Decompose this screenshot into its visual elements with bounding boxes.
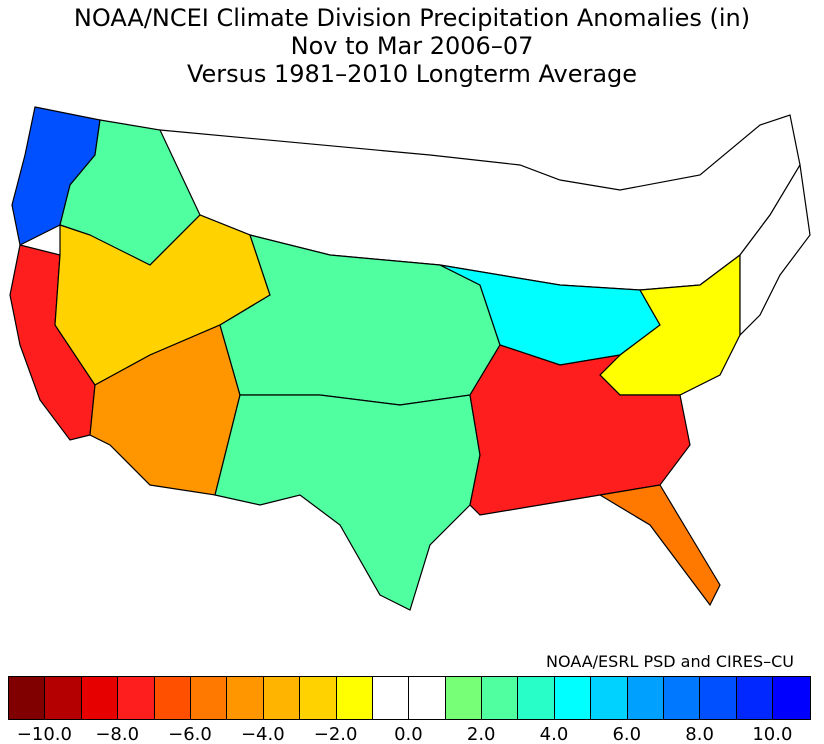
legend-swatch [445, 677, 483, 719]
legend-swatch [518, 677, 555, 719]
legend-swatch [118, 677, 155, 719]
region-florida [598, 484, 721, 607]
title-line-3: Versus 1981–2010 Longterm Average [186, 60, 638, 88]
legend-swatch [336, 677, 373, 719]
legend-tick-label: 2.0 [466, 724, 496, 744]
legend-swatch [263, 677, 301, 719]
region-southeast [469, 344, 691, 516]
legend-swatch [736, 677, 774, 719]
legend-tick-label: −8.0 [95, 724, 140, 744]
color-legend [8, 676, 811, 720]
title-line-2: Nov to Mar 2006–07 [290, 32, 534, 60]
legend-swatch [627, 677, 665, 719]
legend-tick-label: 4.0 [539, 724, 569, 744]
region-texas [214, 394, 481, 611]
legend-swatch [482, 677, 519, 719]
legend-swatch [9, 677, 46, 719]
legend-tick-label: 0.0 [394, 724, 423, 744]
legend-swatch [554, 677, 592, 719]
legend-swatch [190, 677, 228, 719]
legend-swatch [591, 677, 628, 719]
legend-swatch [372, 677, 410, 719]
legend-tick-label: −10.0 [16, 724, 72, 744]
legend-swatch [227, 677, 264, 719]
legend-swatch [700, 677, 737, 719]
legend-swatch [773, 677, 810, 719]
legend-tick-label: 10.0 [752, 724, 793, 744]
legend-tick-label: 8.0 [685, 724, 714, 744]
title-line-1: NOAA/NCEI Climate Division Precipitation… [73, 4, 751, 32]
legend-swatch [300, 677, 337, 719]
region-northeast [739, 163, 811, 337]
legend-tick-label: 6.0 [612, 724, 642, 744]
legend-tick-label: −2.0 [313, 724, 358, 744]
legend-swatch [664, 677, 701, 719]
credit-text: NOAA/ESRL PSD and CIRES–CU [546, 652, 794, 671]
legend-swatch [409, 677, 446, 719]
legend-swatch [81, 677, 119, 719]
precipitation-map [9, 106, 811, 611]
legend-swatch [45, 677, 82, 719]
legend-swatch [154, 677, 191, 719]
legend-tick-label: −4.0 [240, 724, 285, 744]
legend-tick-label: −6.0 [168, 724, 212, 744]
